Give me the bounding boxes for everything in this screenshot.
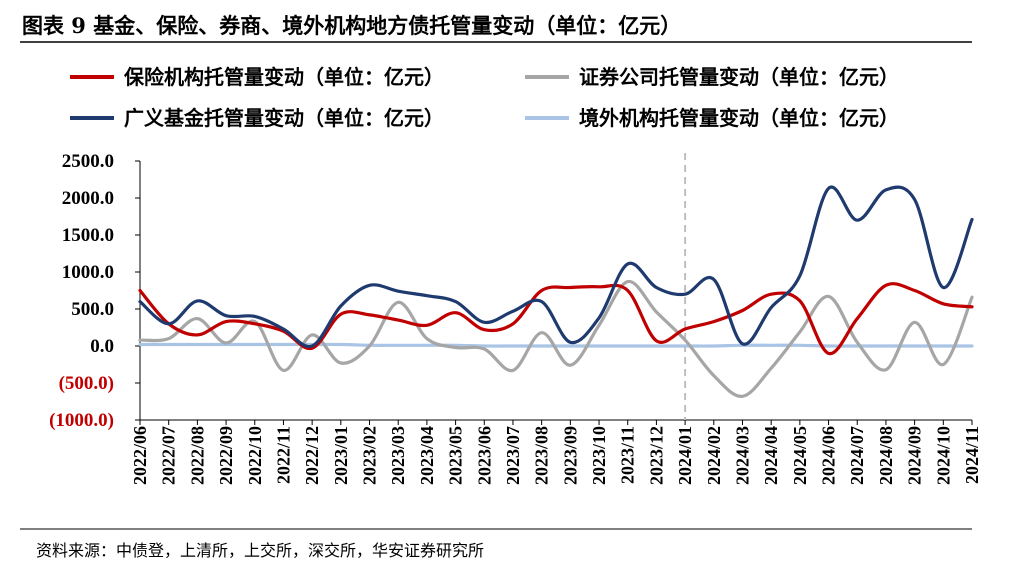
x-tick-label: 2022/10 (245, 426, 265, 485)
series-line-0 (138, 282, 974, 356)
x-tick-label: 2024/03 (732, 426, 752, 485)
series-line-3 (138, 342, 974, 348)
y-tick-label: 0.0 (90, 336, 114, 357)
legend-label-0: 保险机构托管量变动（单位：亿元） (123, 65, 444, 89)
x-tick-label: 2023/08 (532, 426, 552, 485)
x-tick-label: 2024/04 (761, 426, 781, 485)
y-tick-label: 2000.0 (62, 188, 114, 209)
x-tick-label: 2024/09 (905, 426, 925, 485)
x-tick-label: 2024/07 (847, 426, 867, 485)
x-tick-label: 2024/08 (876, 426, 896, 485)
y-tick-label: (500.0) (59, 373, 114, 394)
x-tick-label: 2023/03 (388, 426, 408, 485)
x-tick-label: 2023/11 (618, 426, 638, 484)
x-axis-ticks: 2022/06 2022/07 2022/08 2022/09 2022/10 2022/… (130, 420, 982, 485)
x-tick-label: 2024/01 (675, 426, 695, 485)
y-tick-label: 1500.0 (62, 225, 114, 246)
x-tick-label: 2024/06 (819, 426, 839, 485)
x-tick-label: 2024/11 (962, 426, 982, 484)
x-tick-label: 2022/08 (187, 426, 207, 485)
series-line-1 (138, 279, 974, 398)
legend-label-2: 广义基金托管量变动（单位：亿元） (124, 106, 444, 130)
source-note: 资料来源：中债登，上清所，上交所，深交所，华安证券研究所 (36, 541, 484, 560)
x-tick-label: 2023/09 (560, 426, 580, 485)
x-tick-label: 2022/12 (302, 426, 322, 485)
x-tick-label: 2022/11 (273, 426, 293, 484)
x-tick-label: 2023/12 (646, 426, 666, 485)
x-tick-label: 2023/02 (360, 426, 380, 485)
x-tick-label: 2024/10 (933, 426, 953, 485)
x-tick-label: 2022/06 (130, 426, 150, 485)
series-group (138, 185, 974, 398)
y-axis-ticks: 2500.0 2000.0 1500.0 1000.0 500.0 0.0 (500.0) (… (49, 151, 140, 431)
y-tick-label: (1000.0) (49, 410, 114, 431)
y-tick-label: 2500.0 (62, 151, 114, 172)
x-tick-label: 2023/10 (589, 426, 609, 485)
x-tick-label: 2023/01 (331, 426, 351, 485)
x-tick-label: 2024/02 (704, 426, 724, 485)
x-tick-label: 2023/05 (446, 426, 466, 485)
legend: 保险机构托管量变动（单位：亿元） 证券公司托管量变动（单位：亿元） 广义基金托管量变… (70, 65, 899, 130)
chart-title: 图表 9 基金、保险、券商、境外机构地方债托管量变动（单位：亿元） (22, 13, 681, 38)
x-tick-label: 2023/04 (417, 426, 437, 485)
series-line-2 (138, 185, 974, 349)
x-tick-label: 2022/09 (216, 426, 236, 485)
x-tick-label: 2023/06 (474, 426, 494, 485)
x-tick-label: 2024/05 (790, 426, 810, 485)
y-tick-label: 1000.0 (62, 262, 114, 283)
x-tick-label: 2023/07 (503, 426, 523, 485)
y-tick-label: 500.0 (71, 299, 114, 320)
legend-label-1: 证券公司托管量变动（单位：亿元） (579, 65, 899, 89)
legend-label-3: 境外机构托管量变动（单位：亿元） (579, 106, 899, 130)
x-tick-label: 2022/07 (159, 426, 179, 485)
